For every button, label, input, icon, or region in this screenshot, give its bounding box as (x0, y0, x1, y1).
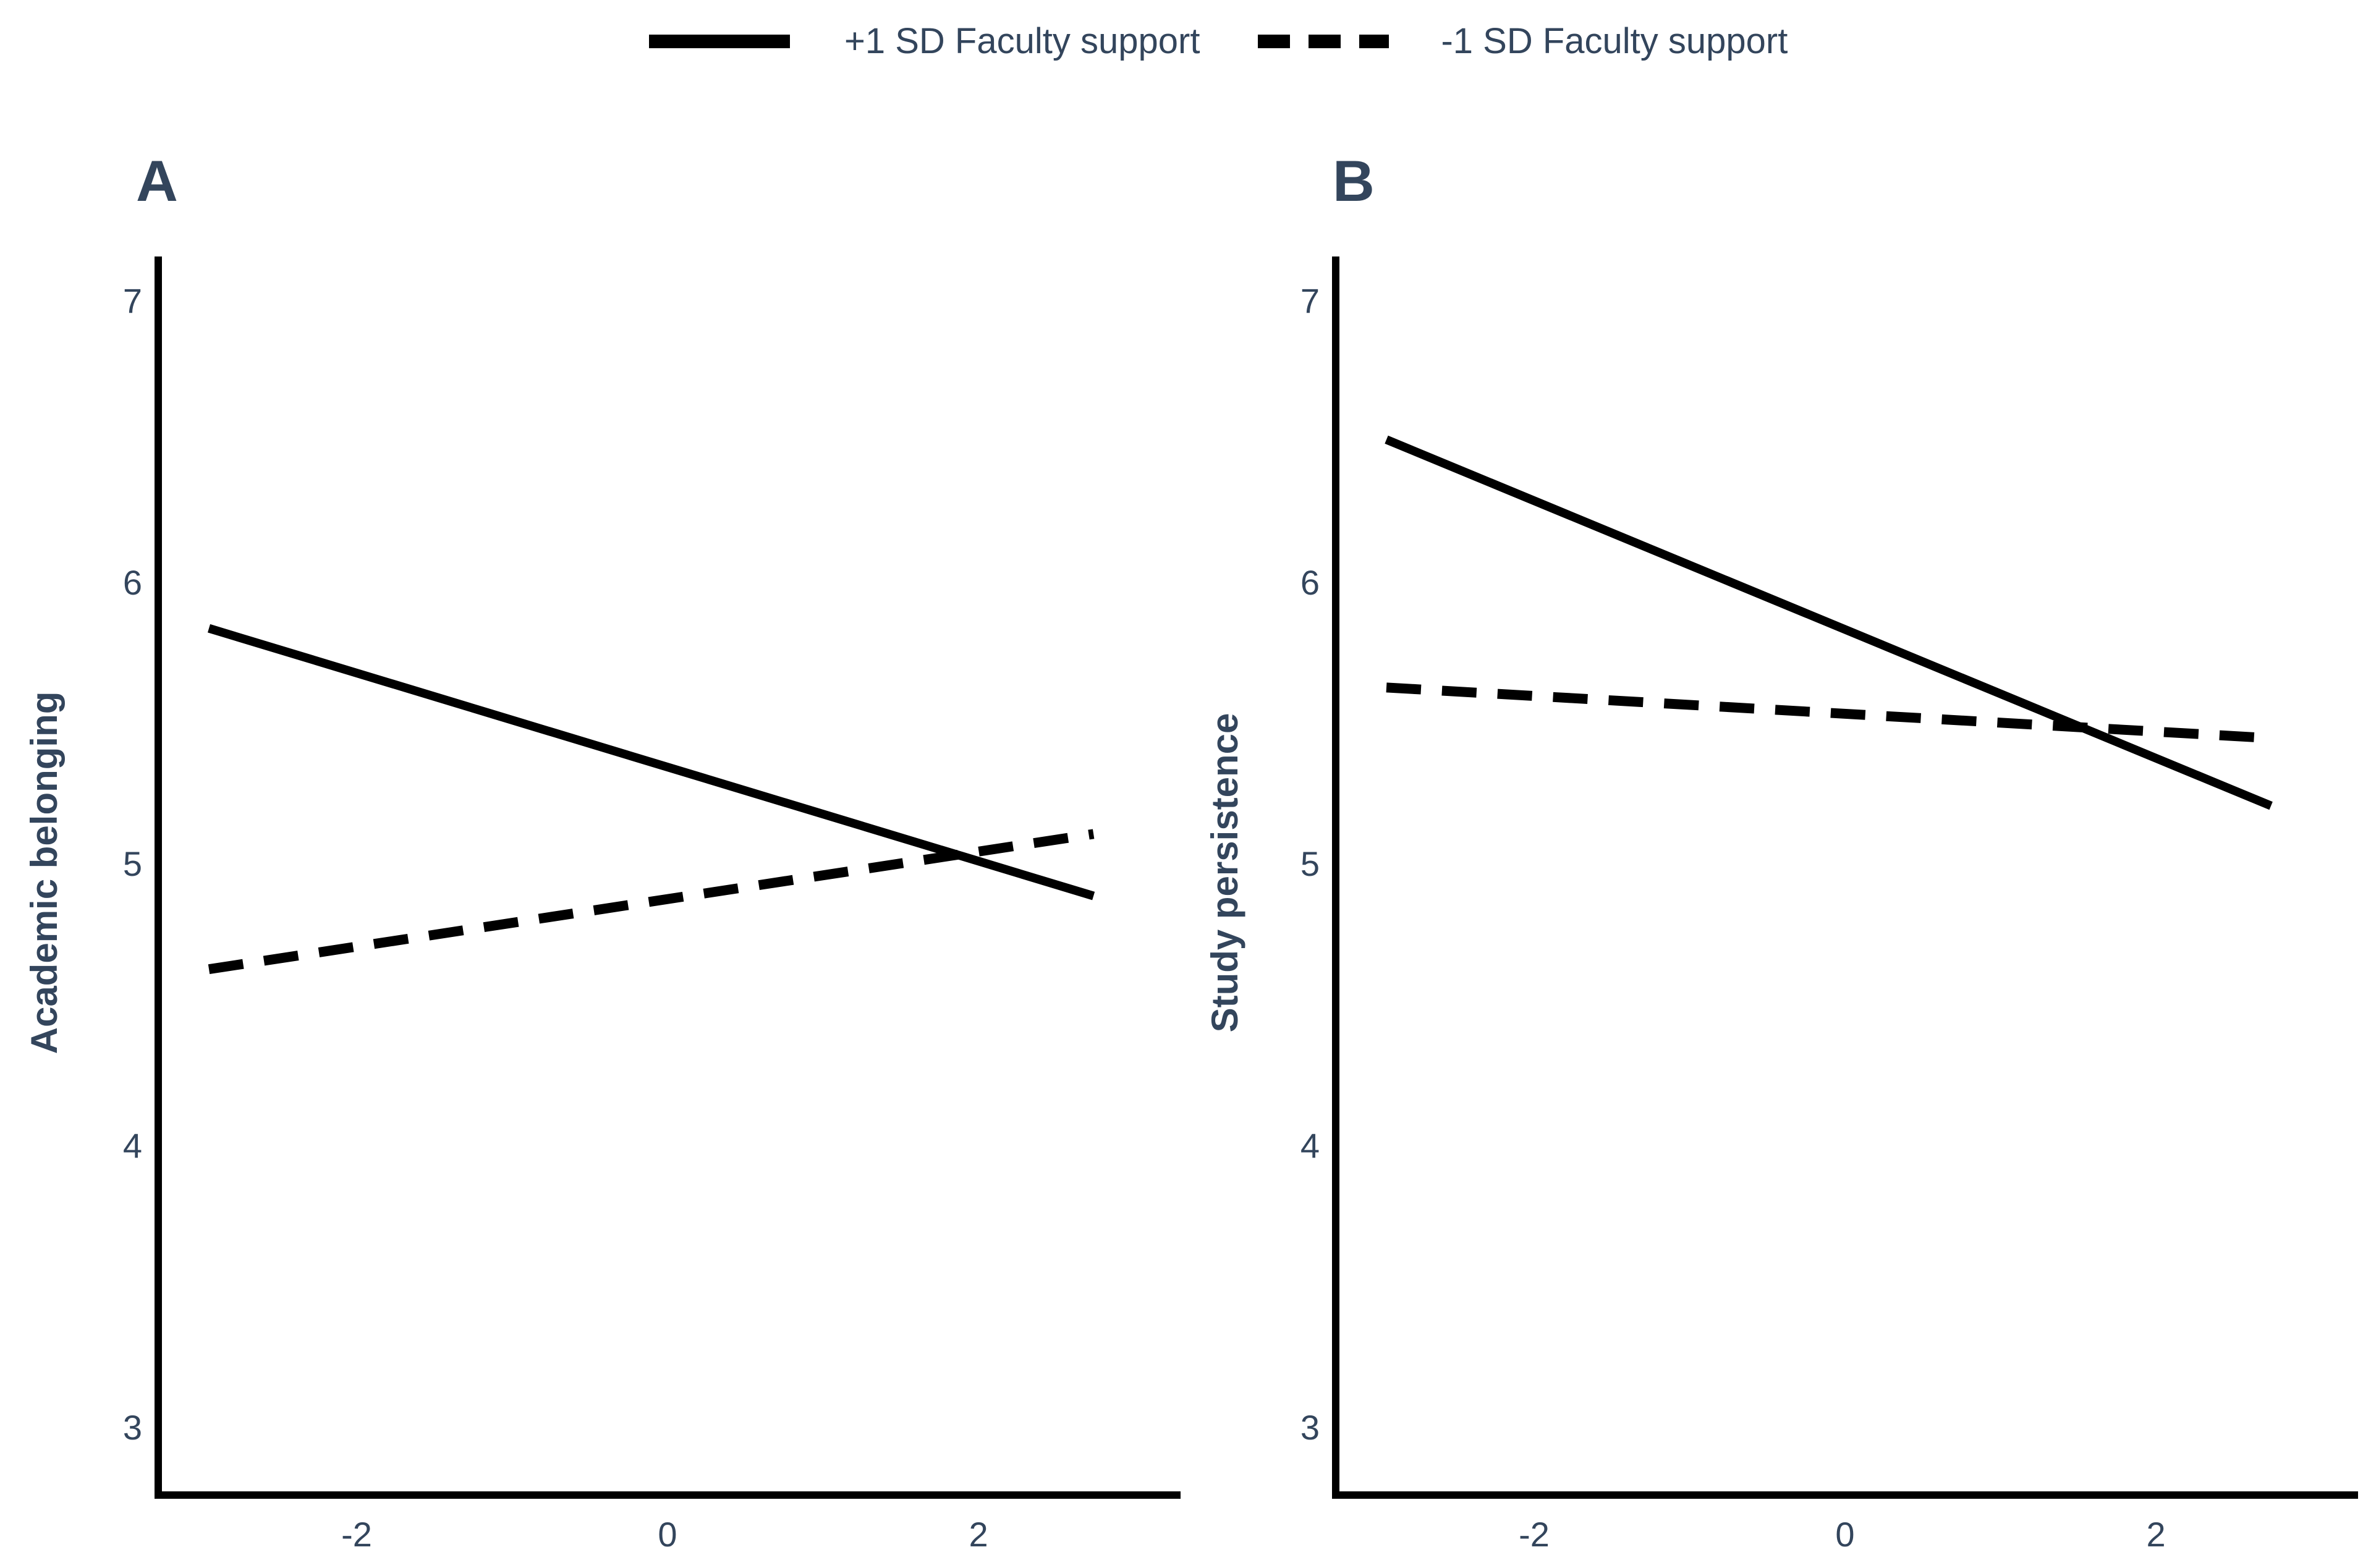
y-tick-label-panel-a: 7 (122, 281, 142, 320)
y-tick-label-panel-a: 6 (122, 562, 142, 602)
x-tick-label-panel-b: 0 (1835, 1515, 1855, 1554)
y-tick-label-panel-b: 7 (1300, 281, 1320, 320)
panel-a-label: A (136, 148, 178, 213)
y-tick-label-panel-b: 3 (1300, 1407, 1320, 1447)
plot-line-dashed (208, 829, 1095, 975)
x-tick-label-panel-a: 2 (969, 1515, 988, 1554)
plot-line-solid (1385, 435, 2273, 810)
legend-label-plus1sd: +1 SD Faculty support (844, 21, 1200, 61)
plot-panel-a (155, 256, 1181, 1499)
y-tick-label-panel-b: 4 (1300, 1126, 1320, 1166)
legend-dashed-line-swatch (1258, 35, 1389, 48)
y-tick-label-panel-b: 6 (1300, 562, 1320, 602)
legend: +1 SD Faculty support -1 SD Faculty supp… (649, 23, 1788, 59)
y-tick-label-panel-a: 4 (122, 1126, 142, 1166)
legend-item-plus1sd: +1 SD Faculty support (649, 23, 1200, 59)
y-tick-label-panel-b: 5 (1300, 844, 1320, 884)
x-tick-label-panel-a: -2 (341, 1515, 372, 1554)
x-tick-label-panel-a: 0 (658, 1515, 677, 1554)
panel-b-label: B (1333, 148, 1375, 213)
legend-label-minus1sd: -1 SD Faculty support (1441, 21, 1788, 61)
plot-panel-b (1332, 256, 2358, 1499)
legend-solid-line-swatch (649, 35, 790, 48)
legend-item-minus1sd: -1 SD Faculty support (1258, 23, 1788, 59)
x-tick-label-panel-b: -2 (1519, 1515, 1550, 1554)
y-tick-label-panel-a: 3 (122, 1407, 142, 1447)
y-tick-label-panel-a: 5 (122, 844, 142, 884)
x-tick-label-panel-b: 2 (2146, 1515, 2166, 1554)
plot-line-dashed (1386, 682, 2272, 744)
plot-line-solid (208, 624, 1095, 901)
